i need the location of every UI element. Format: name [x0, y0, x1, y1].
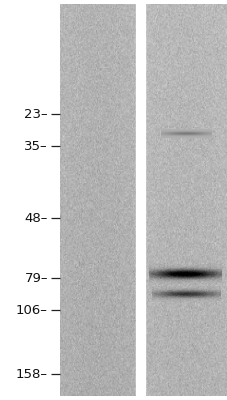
Text: 48–: 48– [24, 212, 48, 224]
Text: 23–: 23– [24, 108, 48, 120]
Text: 158–: 158– [16, 368, 48, 380]
Text: 35–: 35– [24, 140, 48, 152]
Text: 106–: 106– [16, 304, 48, 316]
Text: 79–: 79– [24, 272, 48, 284]
